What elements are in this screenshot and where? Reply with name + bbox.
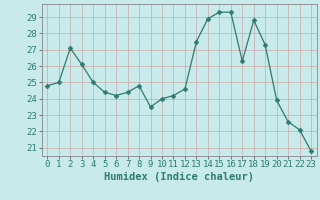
X-axis label: Humidex (Indice chaleur): Humidex (Indice chaleur) xyxy=(104,172,254,182)
